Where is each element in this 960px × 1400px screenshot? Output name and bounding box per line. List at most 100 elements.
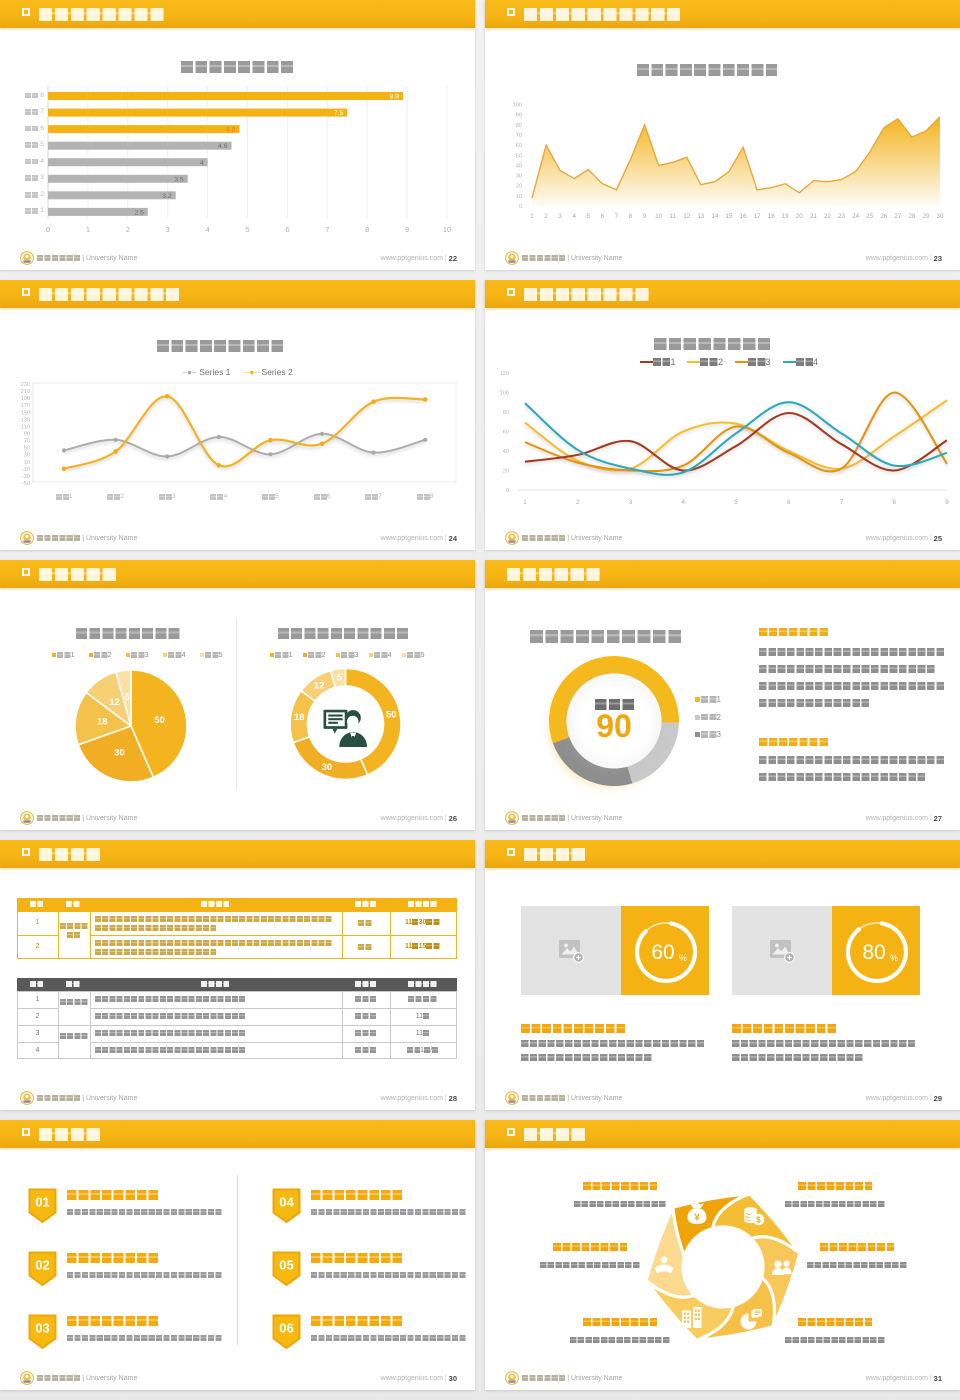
svg-text:50: 50 (516, 153, 522, 159)
svg-text:60: 60 (516, 143, 522, 149)
svg-text:190: 190 (21, 396, 30, 402)
svg-text:7.5: 7.5 (334, 110, 344, 117)
svg-text:5: 5 (336, 673, 342, 684)
svg-text:6: 6 (285, 225, 289, 234)
svg-text:30: 30 (516, 174, 522, 180)
svg-text:%: % (679, 953, 687, 963)
svg-text:12: 12 (109, 697, 120, 708)
svg-text:30: 30 (937, 213, 944, 220)
svg-text:210: 210 (21, 389, 30, 395)
svg-text:9: 9 (945, 499, 949, 506)
svg-text:4: 4 (681, 499, 685, 506)
svg-text:06: 06 (279, 1321, 293, 1336)
svg-text:3.5: 3.5 (174, 176, 184, 183)
svg-text:30: 30 (322, 762, 333, 773)
svg-text:13: 13 (697, 213, 704, 220)
svg-text:8: 8 (365, 225, 369, 234)
svg-text:23: 23 (838, 213, 845, 220)
svg-text:26: 26 (880, 213, 887, 220)
svg-text:12: 12 (314, 680, 325, 691)
svg-text:90: 90 (24, 432, 30, 438)
svg-text:16: 16 (740, 213, 747, 220)
svg-text:03: 03 (35, 1321, 49, 1336)
svg-text:6: 6 (787, 499, 791, 506)
svg-text:230: 230 (21, 382, 30, 388)
svg-text:60: 60 (651, 941, 674, 964)
svg-text:50: 50 (386, 710, 397, 721)
svg-text:2: 2 (544, 213, 548, 220)
svg-text:20: 20 (796, 213, 803, 220)
svg-text:27: 27 (894, 213, 901, 220)
svg-text:80: 80 (516, 123, 522, 129)
svg-text:05: 05 (279, 1258, 293, 1273)
svg-text:4.8: 4.8 (226, 127, 236, 134)
svg-text:5: 5 (124, 692, 130, 703)
svg-text:4: 4 (572, 213, 576, 220)
svg-text:12: 12 (683, 213, 690, 220)
svg-text:02: 02 (35, 1258, 49, 1273)
svg-text:9: 9 (643, 213, 647, 220)
svg-text:25: 25 (866, 213, 873, 220)
svg-text:2: 2 (126, 225, 130, 234)
svg-text:40: 40 (516, 163, 522, 169)
svg-text:30: 30 (114, 748, 125, 759)
svg-text:17: 17 (754, 213, 761, 220)
svg-text:3.2: 3.2 (162, 193, 172, 200)
svg-text:24: 24 (852, 213, 859, 220)
svg-text:8.9: 8.9 (390, 94, 400, 101)
svg-text:60: 60 (503, 430, 509, 436)
svg-text:8: 8 (629, 213, 633, 220)
svg-text:10: 10 (443, 225, 451, 234)
svg-text:120: 120 (500, 371, 509, 377)
svg-text:11: 11 (669, 213, 676, 220)
svg-text:04: 04 (279, 1195, 294, 1210)
svg-text:20: 20 (516, 184, 522, 190)
svg-text:0: 0 (46, 225, 50, 234)
svg-text:9: 9 (405, 225, 409, 234)
svg-text:2: 2 (576, 499, 580, 506)
svg-text:90: 90 (516, 113, 522, 119)
svg-text:50: 50 (24, 446, 30, 452)
svg-text:18: 18 (768, 213, 775, 220)
svg-text:$: $ (756, 1216, 761, 1225)
svg-text:40: 40 (503, 449, 509, 455)
svg-text:10: 10 (516, 194, 522, 200)
svg-text:3: 3 (629, 499, 633, 506)
svg-text:1: 1 (523, 499, 527, 506)
svg-text:-50: -50 (22, 481, 30, 487)
svg-text:80: 80 (503, 410, 509, 416)
svg-text:-30: -30 (22, 474, 30, 480)
svg-text:70: 70 (24, 439, 30, 445)
svg-text:0: 0 (519, 204, 522, 210)
svg-text:8: 8 (892, 499, 896, 506)
svg-text:130: 130 (21, 417, 30, 423)
svg-text:19: 19 (782, 213, 789, 220)
svg-text:0: 0 (506, 488, 509, 494)
svg-text:100: 100 (500, 391, 509, 397)
svg-text:5: 5 (734, 499, 738, 506)
svg-text:170: 170 (21, 403, 30, 409)
svg-text:-10: -10 (22, 467, 30, 473)
svg-text:7: 7 (325, 225, 329, 234)
svg-text:110: 110 (21, 424, 30, 430)
svg-text:14: 14 (711, 213, 718, 220)
svg-text:29: 29 (923, 213, 930, 220)
svg-text:30: 30 (24, 453, 30, 459)
svg-text:4: 4 (206, 225, 210, 234)
svg-text:7: 7 (840, 499, 844, 506)
svg-text:50: 50 (154, 715, 165, 726)
svg-text:22: 22 (824, 213, 831, 220)
svg-text:4.6: 4.6 (218, 143, 228, 150)
svg-text:5: 5 (587, 213, 591, 220)
svg-text:70: 70 (516, 133, 522, 139)
svg-text:6: 6 (601, 213, 605, 220)
svg-text:28: 28 (908, 213, 915, 220)
svg-text:2.5: 2.5 (134, 210, 144, 217)
svg-text:15: 15 (726, 213, 733, 220)
svg-text:150: 150 (21, 410, 30, 416)
svg-text:21: 21 (810, 213, 817, 220)
svg-text:¥: ¥ (694, 1213, 700, 1224)
svg-text:10: 10 (655, 213, 662, 220)
svg-text:7: 7 (615, 213, 619, 220)
svg-text:1: 1 (530, 213, 534, 220)
